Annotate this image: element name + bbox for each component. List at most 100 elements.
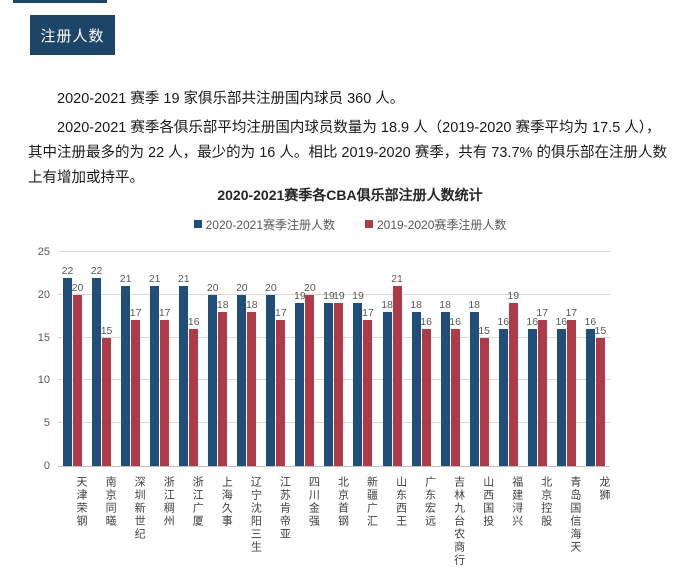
bar-value-label: 17: [158, 307, 171, 320]
bar-season-2020-2021: [92, 277, 102, 466]
bar-season-2020-2021: [556, 329, 566, 466]
category-label: 深圳新世纪: [133, 476, 146, 541]
bar-value-label: 19: [294, 290, 306, 303]
bar-value-label: 18: [245, 298, 258, 311]
bar-season-2019-2020: [537, 320, 547, 466]
bar-group: 22 15: [87, 252, 116, 466]
bar-value-label: 16: [187, 316, 200, 329]
bar-group: 18 21: [378, 252, 407, 466]
category-label: 辽宁沈阳三生: [249, 476, 262, 554]
bar-wrap: 18: [245, 298, 258, 466]
bar-group: 18 16: [407, 252, 436, 466]
bar-value-label: 15: [100, 324, 113, 337]
bar-season-2020-2021: [498, 329, 508, 466]
bar-group: 16 17: [523, 252, 552, 466]
bar-season-2019-2020: [73, 294, 83, 466]
category-label: 南京同曦: [104, 476, 117, 528]
bar-wrap: 19: [352, 290, 364, 466]
legend-swatch-blue-icon: [193, 220, 202, 228]
bar-value-label: 17: [565, 307, 578, 320]
bar-wrap: 16: [555, 316, 567, 466]
bar-season-2020-2021: [295, 303, 305, 466]
bar-season-2020-2021: [469, 311, 479, 466]
plot-area: 0 5 10 15 20 25 22 20 22 15 21 17 21 17 21 16 20 18 20 18 20…: [38, 246, 610, 472]
bar-season-2019-2020: [131, 320, 141, 466]
bar-season-2019-2020: [218, 311, 228, 466]
bar-value-label: 18: [410, 298, 422, 311]
legend-item-2020-2021: 2020-2021赛季注册人数: [193, 216, 335, 233]
bar-season-2019-2020: [392, 286, 402, 466]
chart-legend: 2020-2021赛季注册人数 2019-2020赛季注册人数: [30, 216, 670, 233]
bar-group: 16 17: [552, 252, 581, 466]
bar-season-2020-2021: [324, 303, 334, 466]
bar-value-label: 20: [265, 281, 277, 294]
bar-group: 18 16: [436, 252, 465, 466]
bar-value-label: 16: [420, 316, 432, 329]
category-label: 新疆广汇: [365, 476, 378, 528]
bar-value-label: 17: [536, 307, 549, 320]
bar-wrap: 17: [275, 307, 287, 466]
bar-season-2020-2021: [121, 286, 131, 466]
bar-wrap: 18: [410, 298, 422, 466]
bar-season-2020-2021: [585, 329, 595, 466]
bar-season-2020-2021: [382, 311, 392, 466]
y-tick-label: 25: [37, 246, 50, 258]
bar-value-label: 20: [206, 281, 219, 294]
bar-season-2019-2020: [189, 329, 199, 466]
legend-swatch-red-icon: [365, 220, 373, 228]
bar-season-2020-2021: [411, 311, 421, 466]
category-label: 北京首钢: [336, 476, 349, 528]
bar-wrap: 15: [595, 325, 606, 466]
bar-value-label: 20: [235, 281, 248, 294]
bar-wrap: 21: [391, 273, 403, 466]
bar-season-2019-2020: [334, 303, 344, 466]
y-tick-label: 5: [43, 417, 50, 430]
bar-wrap: 16: [187, 316, 200, 466]
bar-group: 18 15: [465, 252, 494, 466]
bar-value-label: 20: [71, 281, 84, 294]
category-label: 山西国投: [481, 476, 494, 528]
bar-group: 16 19: [494, 252, 523, 466]
y-tick-label: 20: [37, 288, 50, 301]
section-badge-label: 注册人数: [40, 27, 105, 45]
bar-season-2019-2020: [363, 320, 373, 466]
bar-group: 19 19: [319, 252, 348, 466]
bar-wrap: 17: [536, 307, 549, 466]
bar-season-2019-2020: [276, 320, 286, 466]
bar-wrap: 20: [235, 281, 248, 466]
bar-wrap: 18: [439, 299, 451, 466]
bar-value-label: 18: [468, 298, 481, 311]
paragraph-average-detail: 2020-2021 赛季各俱乐部平均注册国内球员数量为 18.9 人（2019-…: [28, 120, 667, 186]
bar-season-2019-2020: [421, 329, 431, 466]
bar-season-2020-2021: [150, 286, 160, 466]
bar-wrap: 19: [507, 290, 519, 466]
bar-group: 21 16: [174, 252, 203, 466]
bar-wrap: 19: [333, 290, 345, 466]
bar-season-2020-2021: [440, 311, 450, 466]
y-tick-label: 15: [37, 331, 50, 344]
bar-wrap: 17: [158, 307, 171, 466]
bar-group: 19 20: [290, 252, 319, 466]
gridline: [58, 466, 610, 467]
category-label: 龙狮: [597, 476, 610, 502]
bar-wrap: 22: [62, 265, 73, 466]
category-label: 浙江广厦: [191, 476, 204, 528]
bar-value-label: 16: [497, 316, 510, 329]
bar-season-2019-2020: [305, 294, 315, 466]
bar-season-2020-2021: [353, 303, 363, 466]
category-axis: 天津荣钢 南京同曦 深圳新世纪 浙江稠州 浙江广厦 上海久事 辽宁沈阳三生 江苏肯帝亚 四川金强…: [58, 476, 610, 567]
y-tick-label: 10: [37, 374, 50, 387]
bar-wrap: 17: [565, 307, 578, 466]
bar-season-2019-2020: [450, 329, 460, 466]
bar-group: 20 17: [261, 252, 290, 466]
legend-label-2020-2021: 2020-2021赛季注册人数: [205, 217, 335, 232]
bar-wrap: 16: [449, 316, 461, 466]
category-label: 北京控股: [539, 476, 552, 528]
bar-wrap: 18: [381, 299, 393, 466]
gridline: [58, 379, 610, 381]
bar-season-2019-2020: [160, 320, 170, 466]
bar-season-2019-2020: [508, 303, 518, 466]
body-text: 2020-2021 赛季 19 家俱乐部共注册国内球员 360 人。 2020-…: [28, 87, 672, 191]
gridline: [58, 293, 610, 295]
